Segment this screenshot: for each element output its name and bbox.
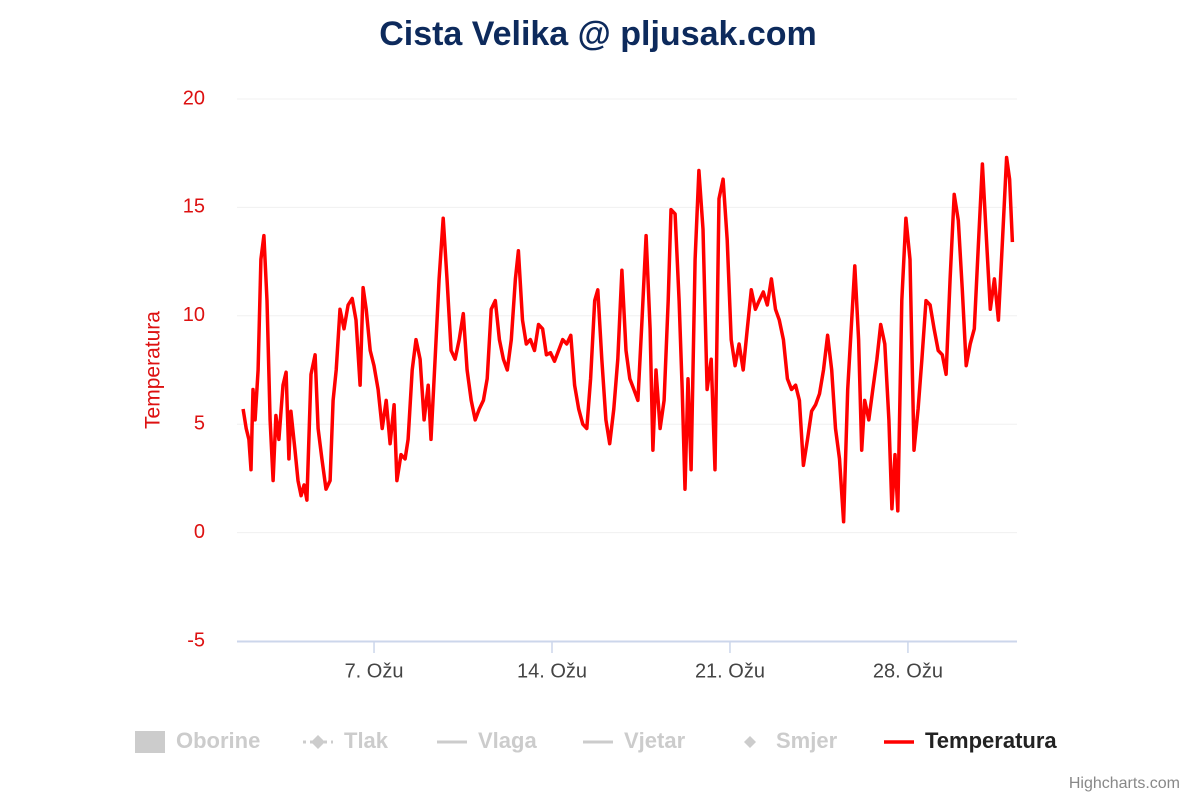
legend-symbol [311, 735, 325, 749]
y-tick-label: 5 [194, 412, 205, 434]
legend-symbol [744, 736, 756, 748]
y-tick-label: 15 [183, 196, 205, 218]
chart-title: Cista Velika @ pljusak.com [379, 15, 817, 53]
y-axis-title: Temperatura [142, 311, 165, 429]
legend-label: Temperatura [925, 728, 1057, 753]
y-tick-label: -5 [187, 629, 205, 651]
legend-label: Smjer [776, 728, 838, 753]
x-tick-label: 7. Ožu [345, 660, 404, 682]
legend-label: Oborine [176, 728, 260, 753]
y-tick-label: 10 [183, 304, 205, 326]
legend-label: Vlaga [478, 728, 537, 753]
x-tick-label: 28. Ožu [873, 660, 943, 682]
legend-label: Vjetar [624, 728, 686, 753]
legend-label: Tlak [344, 728, 389, 753]
legend-symbol [135, 731, 165, 753]
credits[interactable]: Highcharts.com [1069, 775, 1180, 792]
temperature-line [241, 155, 1015, 524]
y-tick-label: 20 [183, 87, 205, 109]
x-tick-label: 14. Ožu [517, 660, 587, 682]
y-tick-label: 0 [194, 521, 205, 543]
x-tick-label: 21. Ožu [695, 660, 765, 682]
